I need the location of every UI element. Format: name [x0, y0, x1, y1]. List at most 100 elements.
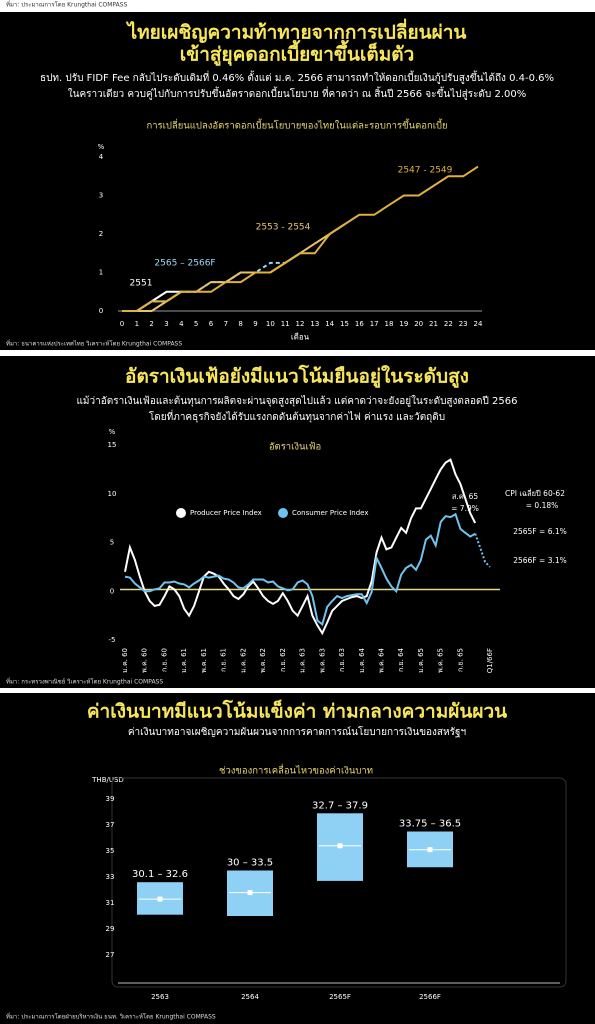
x-tick-label: 5	[194, 320, 198, 328]
x-tick-label: พ.ค. 65	[437, 648, 445, 673]
y-unit: %	[98, 143, 105, 151]
x-tick-label: 10	[266, 320, 275, 328]
x-tick-label: ม.ค. 65	[417, 648, 425, 673]
range-label: 30 – 33.5	[227, 858, 273, 869]
x-tick-label: ม.ค. 61	[180, 648, 188, 673]
mid-marker	[337, 843, 343, 849]
x-tick-label: พ.ค. 62	[259, 648, 267, 673]
x-tick-label: 11	[281, 320, 290, 328]
x-tick-label: ก.ย. 65	[456, 648, 464, 672]
x-tick-label: 2564	[241, 993, 259, 1001]
panel-title: ไทยเผชิญความท้าทายจากการเปลี่ยนผ่าน	[126, 19, 467, 44]
panel-title: ค่าเงินบาทมีแนวโน้มแข็งค่า ท่ามกลางความผ…	[87, 699, 507, 723]
x-tick-label: พ.ค. 61	[200, 648, 208, 673]
x-tick-label: ก.ย. 60	[160, 648, 168, 672]
panel-bg	[0, 356, 595, 688]
x-tick-label: ก.ย. 62	[279, 648, 287, 672]
plot-frame	[111, 777, 567, 988]
x-tick-label: 9	[253, 320, 257, 328]
x-tick-label: Q1/66F	[486, 648, 494, 673]
mid-marker	[427, 847, 433, 853]
y-tick-label: 35	[106, 847, 115, 855]
y-tick-label: 2	[99, 230, 103, 238]
panel-subtitle: ค่าเงินบาทอาจเผชิญความผันผวนจากการคาดการ…	[128, 725, 466, 738]
legend-label: Producer Price Index	[190, 509, 262, 517]
x-tick-label: 23	[459, 320, 468, 328]
y-tick-label: 10	[108, 490, 117, 498]
range-label: 30.1 – 32.6	[132, 869, 188, 880]
source: ที่มา: ประมาณการโดยฝ่ายบริหารเงิน ธนท. ว…	[6, 1013, 216, 1021]
range-label: 33.75 – 36.5	[399, 819, 461, 830]
x-tick-label: 7	[224, 320, 228, 328]
x-tick-label: 2	[149, 320, 153, 328]
x-tick-label: 15	[340, 320, 349, 328]
x-tick-label: 13	[310, 320, 319, 328]
chart-title: ช่วงของการเคลื่อนไหวของค่าเงินบาท	[219, 764, 373, 777]
mid-marker	[247, 890, 253, 896]
x-tick-label: ม.ค. 63	[299, 648, 307, 673]
x-tick-label: 14	[325, 320, 334, 328]
x-tick-label: ก.ย. 64	[397, 647, 405, 671]
x-tick-label: 4	[179, 320, 184, 328]
header-source: ที่มา: ประมาณการโดย Krungthai COMPASS	[6, 1, 128, 9]
x-tick-label: ม.ค. 60	[121, 648, 129, 673]
panel-subtitle: ในคราวเดียว ควบคู่ไปกับการปรับขึ้นอัตราด…	[68, 86, 526, 100]
x-tick-label: ม.ค. 64	[358, 647, 366, 672]
y-tick-label: 29	[106, 925, 115, 933]
panel-subtitle: โดยที่ภาคธุรกิจยังได้รับแรงกดดันต้นทุนจา…	[149, 409, 445, 423]
y-tick-label: 15	[108, 441, 117, 449]
y-tick-label: 27	[106, 951, 115, 959]
panel-subtitle: ธปท. ปรับ FIDF Fee กลับไประดับเดิมที่ 0.…	[40, 70, 554, 84]
y-tick-label: 3	[99, 192, 103, 200]
x-tick-label: 16	[355, 320, 364, 328]
panel-title: เข้าสู่ยุคดอกเบี้ยขาขึ้นเต็มตัว	[180, 40, 415, 67]
annotation: CPI เฉลี่ยปี 60-62	[505, 488, 565, 498]
series-label: 2547 - 2549	[398, 166, 453, 176]
panel-subtitle: แม้ว่าอัตราเงินเฟ้อและต้นทุนการผลิตจะผ่า…	[76, 395, 517, 407]
series-line	[124, 512, 476, 627]
series-label: 2565 – 2566F	[154, 259, 215, 269]
x-tick-label: 19	[399, 320, 408, 328]
x-tick-label: 12	[296, 320, 305, 328]
series-line	[122, 252, 301, 312]
source: ที่มา: ธนาคารแห่งประเทศไทย วิเคราะห์โดย …	[6, 340, 182, 348]
x-tick-label: ก.ย. 61	[220, 648, 228, 672]
range-label: 32.7 – 37.9	[312, 800, 368, 811]
x-tick-label: 17	[370, 320, 379, 328]
x-tick-label: 2563	[151, 993, 169, 1001]
annotation: = 0.18%	[526, 501, 559, 510]
y-tick-label: 33	[106, 873, 115, 881]
series-line	[122, 223, 346, 312]
series-line	[124, 458, 477, 636]
x-tick-label: พ.ค. 60	[141, 648, 149, 673]
y-unit: %	[109, 428, 116, 436]
annotation: = 7.9%	[451, 504, 479, 513]
source: ที่มา: กระทรวงพาณิชย์ วิเคราะห์โดย Krung…	[6, 678, 163, 686]
x-tick-label: 0	[120, 320, 124, 328]
annotation: 2565F = 6.1%	[513, 527, 567, 536]
x-axis-label: เดือน	[291, 333, 310, 342]
panel-bg	[0, 12, 595, 350]
forecast-line	[474, 533, 491, 568]
x-tick-label: 2566F	[419, 993, 441, 1001]
y-tick-label: 0	[110, 587, 114, 595]
annotation: 2566F = 3.1%	[513, 556, 567, 565]
series-label: 2553 - 2554	[256, 223, 311, 233]
y-tick-label: 4	[99, 153, 104, 161]
series-line	[122, 165, 479, 312]
legend-label: Consumer Price Index	[292, 509, 369, 517]
x-tick-label: พ.ค. 63	[318, 648, 326, 673]
x-tick-label: ม.ค. 62	[239, 648, 247, 673]
x-tick-label: 20	[414, 320, 423, 328]
legend-marker	[176, 508, 186, 518]
legend-marker	[278, 508, 288, 518]
x-tick-label: 24	[474, 320, 483, 328]
x-tick-label: 22	[444, 320, 453, 328]
y-tick-label: 39	[106, 795, 115, 803]
y-tick-label: 5	[110, 539, 114, 547]
chart-title: การเปลี่ยนแปลงอัตราดอกเบี้ยนโยบายของไทยใ…	[146, 119, 447, 132]
x-tick-label: 8	[238, 320, 242, 328]
chart-title: อัตราเงินเฟ้อ	[269, 442, 321, 453]
